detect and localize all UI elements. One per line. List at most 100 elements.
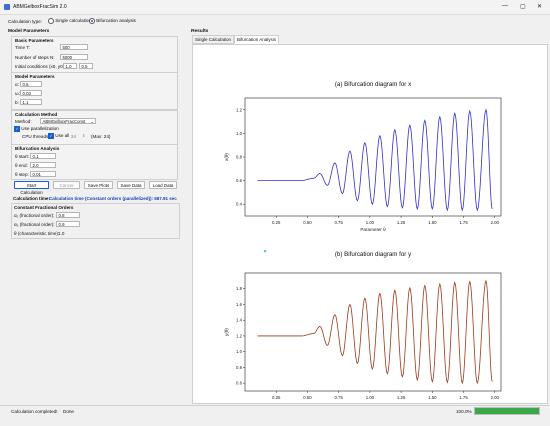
checkmark-icon: ✓	[48, 133, 54, 139]
theta-step-label: θ step:	[15, 172, 29, 177]
time-label: Time T:	[15, 45, 30, 50]
save-data-button[interactable]: Save Data	[117, 181, 145, 189]
x-tick-label: 1.50	[428, 395, 437, 400]
x-tick-label: 0.25	[272, 395, 281, 400]
calc-time-value: Calculation time (Constant orders (paral…	[49, 196, 177, 201]
window-title: ABMGelboxFracSim 2.0	[13, 4, 67, 10]
time-input[interactable]: 500	[60, 44, 88, 50]
minimize-icon[interactable]: —	[502, 3, 508, 9]
method-label: Method:	[15, 119, 32, 124]
model-params-title: Model Parameters	[15, 74, 55, 79]
omega-label: ω:	[15, 91, 20, 96]
theta-start-label: θ start:	[15, 154, 30, 159]
radio-bifurcation-label: Bifurcation analysis	[96, 18, 136, 24]
orders-group	[11, 203, 180, 239]
ic-x-input[interactable]: 1.0	[63, 63, 77, 69]
alpha-input[interactable]: 0.6	[20, 81, 42, 87]
model-params-header: Model Parameters	[8, 29, 50, 34]
basic-params-group	[11, 36, 178, 73]
calc-time-label: Calculation time:	[13, 196, 51, 201]
save-plots-button[interactable]: Save Plots	[84, 181, 113, 189]
y-tick-label: 0.4	[236, 202, 243, 207]
theta-char-value: 1.0	[58, 231, 65, 236]
orders-title: Constant Fractional Orders	[14, 205, 74, 210]
y-tick-label: 1.4	[236, 318, 243, 323]
progress-fill	[475, 408, 539, 414]
use-all-label: Use all	[55, 133, 70, 139]
x-tick-label: 1.25	[397, 395, 406, 400]
parallel-label: Use parallelization	[21, 126, 59, 132]
y-tick-label: 1.2	[236, 107, 243, 112]
load-data-button[interactable]: Load Data	[149, 181, 177, 189]
spin-icon[interactable]: ⇕	[82, 133, 86, 138]
steps-input[interactable]: 5000	[60, 54, 88, 60]
b-input[interactable]: 1.1	[20, 99, 42, 105]
q2-label: α₂ (fractional order):	[14, 222, 55, 227]
series-line	[257, 279, 493, 385]
x-tick-label: 1.25	[397, 220, 406, 225]
theta-end-input[interactable]: 2.0	[30, 162, 56, 168]
x-tick-label: 2.00	[491, 395, 500, 400]
q1-label: α₁ (fractional order):	[14, 213, 55, 218]
bifurcation-title: Bifurcation Analysis	[15, 146, 60, 151]
y-tick-label: 1.8	[236, 286, 243, 291]
start-calculation-button[interactable]: Start Calculation	[14, 181, 49, 195]
x-axis-label: Parameter θ	[360, 227, 386, 232]
use-all-checkbox[interactable]: ✓ Use all	[48, 133, 69, 139]
results-header: Results	[191, 29, 209, 34]
ic-y-input[interactable]: 0.5	[79, 63, 93, 69]
y-tick-label: 0.6	[236, 381, 243, 386]
omega-input[interactable]: 0.03	[20, 90, 42, 96]
progress-bar	[474, 407, 540, 415]
threads-value[interactable]: 24	[71, 134, 77, 139]
title-bar	[0, 0, 550, 15]
series-line	[257, 108, 493, 212]
x-tick-label: 1.00	[366, 220, 375, 225]
x-tick-label: 2.00	[491, 220, 500, 225]
radio-bifurcation[interactable]: Bifurcation analysis	[89, 18, 136, 24]
status-bar	[0, 405, 550, 426]
y-tick-label: 1.6	[236, 302, 243, 307]
chart-title: (a) Bifurcation diagram for x	[335, 81, 412, 88]
x-tick-label: 0.75	[334, 220, 343, 225]
basic-params-title: Basic Parameters	[15, 38, 54, 43]
x-tick-label: 0.50	[303, 220, 312, 225]
cursor-marker	[264, 250, 267, 253]
radio-selected-icon	[89, 18, 95, 24]
y-tick-label: 0.8	[236, 155, 243, 160]
close-icon[interactable]: ✕	[537, 4, 543, 10]
plot-frame	[244, 97, 502, 217]
steps-label: Number of steps N:	[15, 55, 55, 60]
radio-single-label: Single calculation	[55, 18, 92, 24]
x-tick-label: 0.75	[334, 395, 343, 400]
method-title: Calculation Method	[15, 112, 58, 117]
calc-type-label: Calculation type:	[8, 19, 42, 24]
ic-label: Initial conditions (x0, y0):	[15, 64, 66, 69]
y-tick-label: 0.6	[236, 178, 243, 183]
method-select[interactable]: ABMGelboxFracConst ⌄	[40, 118, 96, 124]
status-state: Done	[63, 409, 74, 414]
chart-y: (b) Bifurcation diagram for y 0.25 0.50 0.7…	[224, 251, 502, 400]
tab-single-calculation[interactable]: Single Calculation	[192, 35, 235, 44]
x-tick-label: 0.50	[303, 395, 312, 400]
x-tick-label: 1.75	[459, 220, 468, 225]
method-select-value: ABMGelboxFracConst	[42, 119, 86, 124]
maximize-icon[interactable]: ▢	[520, 4, 526, 10]
x-tick-label: 1.75	[459, 395, 468, 400]
tab-bifurcation-analysis[interactable]: Bifurcation Analysis	[234, 35, 280, 44]
q1-input[interactable]: 0.8	[56, 212, 80, 218]
theta-start-input[interactable]: 0.1	[30, 153, 56, 159]
cancel-button[interactable]: Cancel	[53, 181, 80, 189]
q2-input[interactable]: 0.9	[56, 221, 80, 227]
y-tick-label: 1.0	[236, 131, 243, 136]
app-icon	[4, 4, 10, 10]
theta-end-label: θ end:	[15, 163, 28, 168]
chevron-down-icon: ⌄	[90, 119, 94, 124]
parallel-checkbox[interactable]: ✓ Use parallelization	[14, 126, 59, 132]
x-tick-label: 1.50	[428, 220, 437, 225]
y-axis-label: x(θ)	[224, 153, 229, 161]
radio-single[interactable]: Single calculation	[48, 18, 91, 24]
theta-step-input[interactable]: 0.01	[30, 171, 56, 177]
y-tick-label: 1.2	[236, 333, 243, 338]
alpha-label: α:	[15, 82, 19, 87]
